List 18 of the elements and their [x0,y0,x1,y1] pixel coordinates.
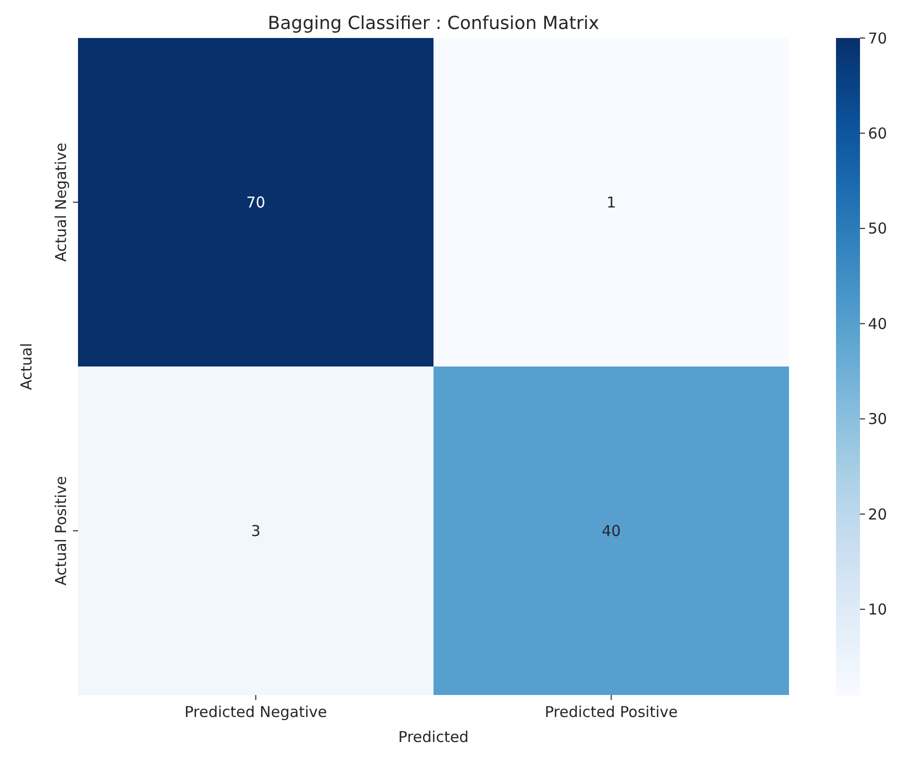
data-label: 40 [602,522,621,540]
color-bar-label: 70 [868,29,888,48]
x-tick-label: Predicted Negative [184,703,327,721]
y-axis-title: Actual [17,343,36,390]
color-bar-label: 40 [868,314,888,333]
x-tick-label: Predicted Positive [544,703,678,721]
data-label: 3 [250,522,261,540]
y-tick-label: Actual Negative [52,142,70,262]
color-bar-label: 10 [868,600,888,619]
color-bar-label: 20 [868,505,888,524]
color-bar-label: 30 [868,410,888,428]
y-tick-label: Actual Positive [52,476,70,586]
color-bar-label: 60 [868,124,888,142]
data-label: 70 [246,194,266,212]
data-label: 1 [606,194,616,212]
color-bar-label: 50 [868,220,888,238]
chart-title: Bagging Classifier : Confusion Matrix [268,13,600,34]
x-axis-title: Predicted [398,728,469,746]
